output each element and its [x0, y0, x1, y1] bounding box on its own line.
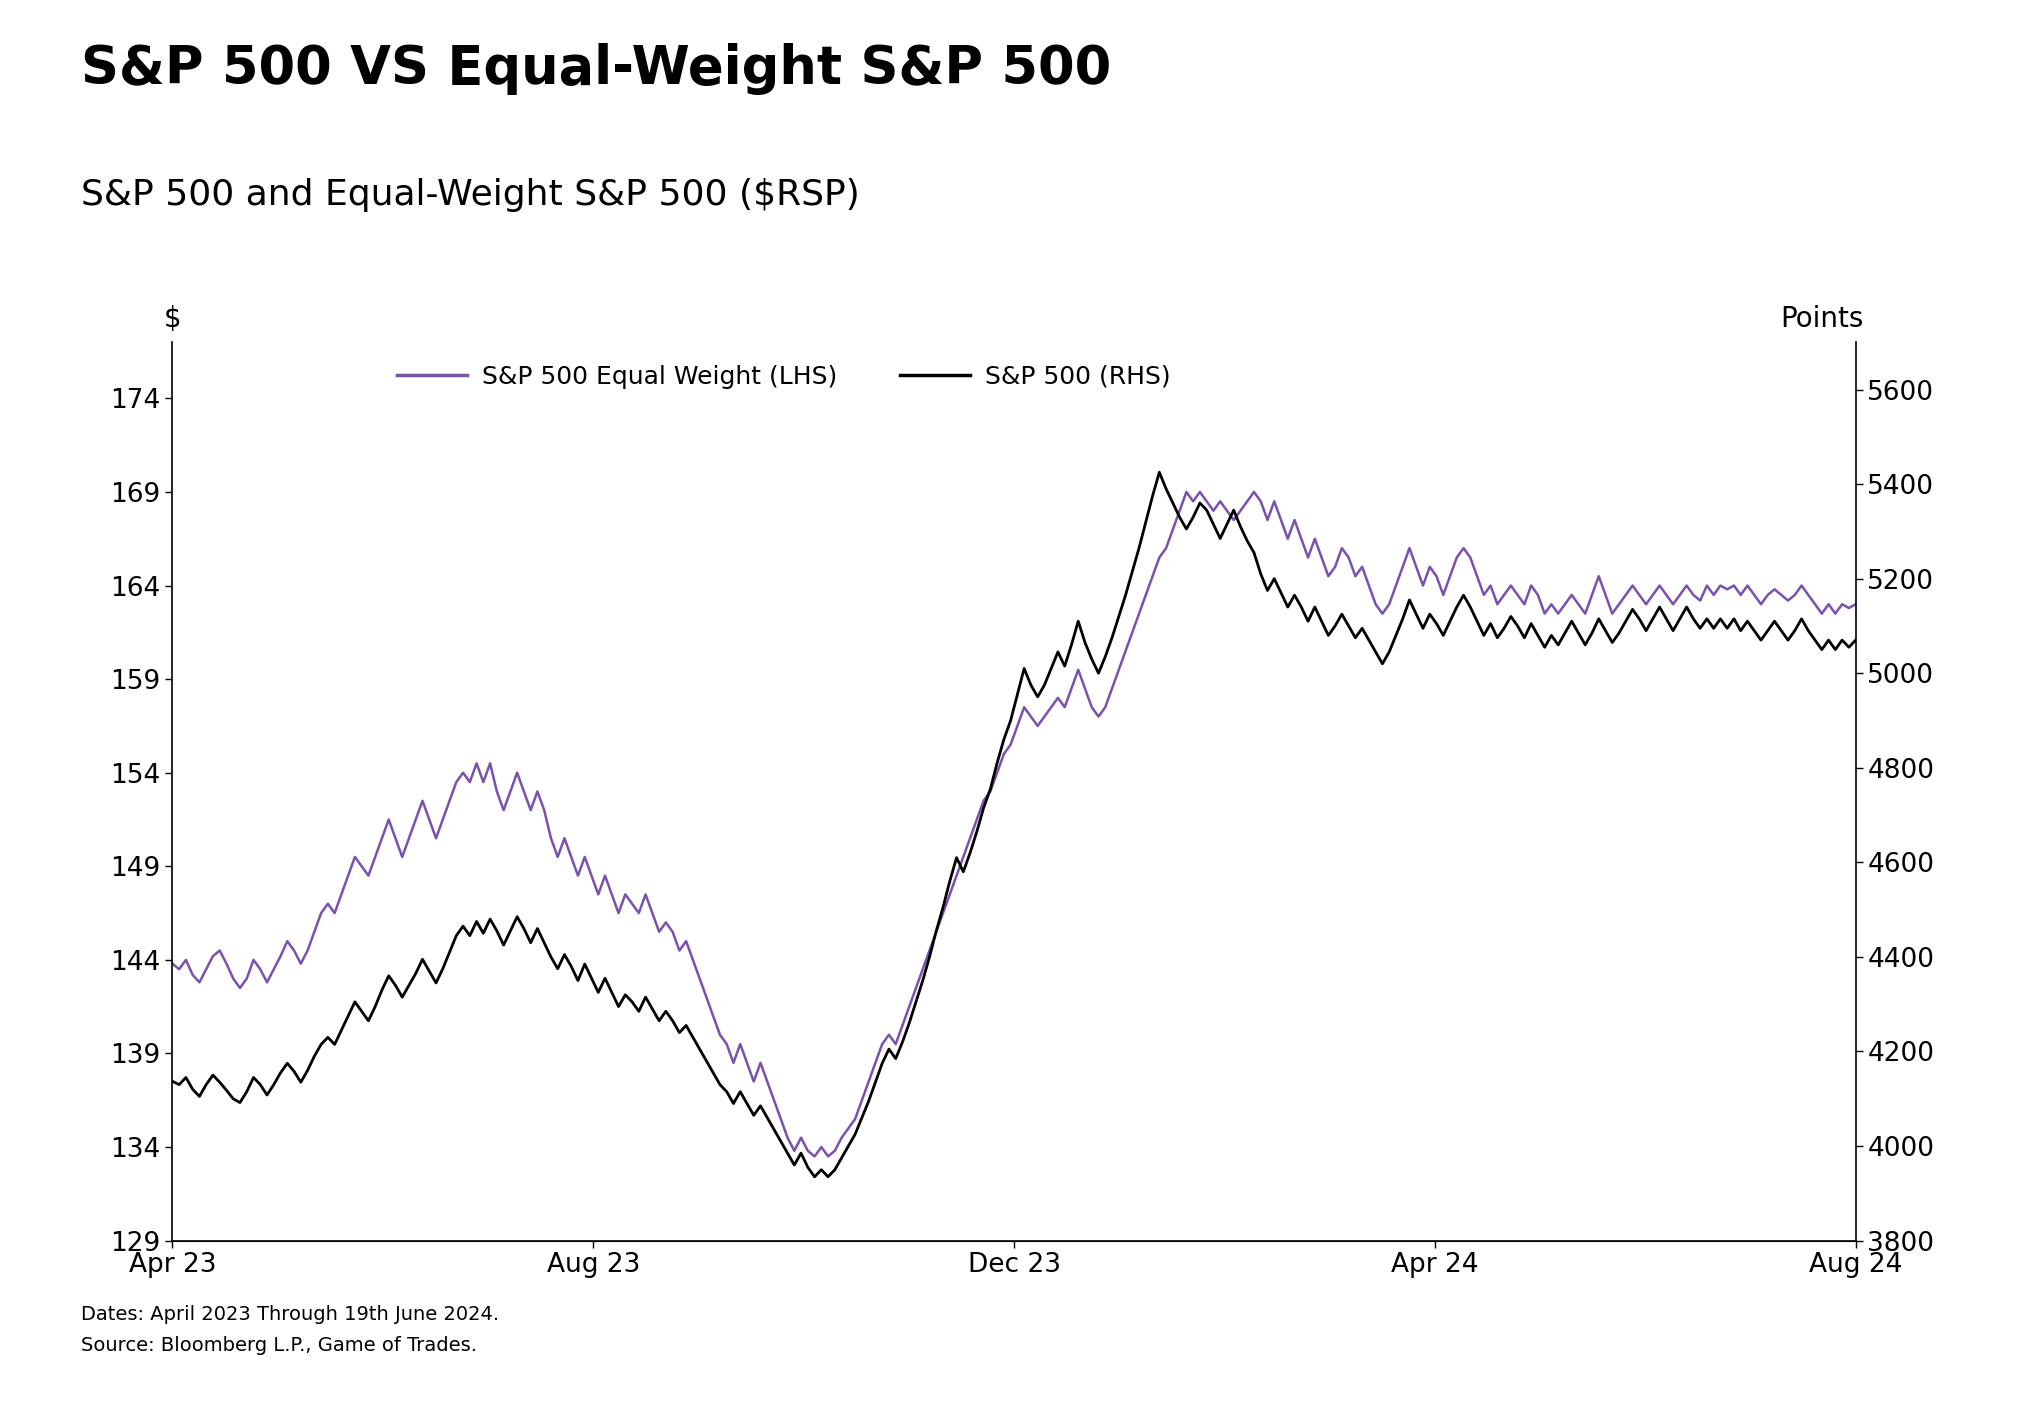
S&P 500 (RHS) [803, 1168, 827, 1185]
S&P 500 (RHS) [864, 1074, 888, 1091]
Line: S&P 500 Equal Weight (LHS): S&P 500 Equal Weight (LHS) [172, 492, 1856, 1156]
S&P 500 (RHS) [1789, 610, 1813, 627]
Line: S&P 500 (RHS): S&P 500 (RHS) [172, 472, 1856, 1176]
S&P 500 Equal Weight (LHS) [438, 793, 462, 810]
Text: S&P 500 VS Equal-Weight S&P 500: S&P 500 VS Equal-Weight S&P 500 [81, 43, 1111, 94]
Text: $: $ [164, 305, 180, 334]
S&P 500 (RHS) [1843, 632, 1868, 649]
S&P 500 (RHS) [844, 1125, 868, 1142]
Text: S&P 500 and Equal-Weight S&P 500 ($RSP): S&P 500 and Equal-Weight S&P 500 ($RSP) [81, 178, 860, 212]
S&P 500 (RHS) [1148, 463, 1172, 481]
S&P 500 Equal Weight (LHS) [1789, 578, 1813, 595]
Text: Points: Points [1781, 305, 1864, 334]
S&P 500 (RHS) [1336, 617, 1361, 635]
S&P 500 Equal Weight (LHS) [1140, 568, 1164, 585]
S&P 500 Equal Weight (LHS) [803, 1148, 827, 1165]
Text: Source: Bloomberg L.P., Game of Trades.: Source: Bloomberg L.P., Game of Trades. [81, 1336, 477, 1355]
S&P 500 Equal Weight (LHS) [1336, 549, 1361, 566]
S&P 500 Equal Weight (LHS) [844, 1111, 868, 1128]
S&P 500 Equal Weight (LHS) [160, 955, 185, 973]
S&P 500 (RHS) [438, 944, 462, 961]
S&P 500 Equal Weight (LHS) [1174, 483, 1199, 501]
Text: Dates: April 2023 Through 19th June 2024.: Dates: April 2023 Through 19th June 2024… [81, 1305, 499, 1323]
S&P 500 Equal Weight (LHS) [864, 1054, 888, 1071]
S&P 500 Equal Weight (LHS) [1843, 596, 1868, 613]
Legend: S&P 500 Equal Weight (LHS), S&P 500 (RHS): S&P 500 Equal Weight (LHS), S&P 500 (RHS… [387, 355, 1180, 399]
S&P 500 (RHS) [1140, 488, 1164, 505]
S&P 500 (RHS) [160, 1072, 185, 1089]
